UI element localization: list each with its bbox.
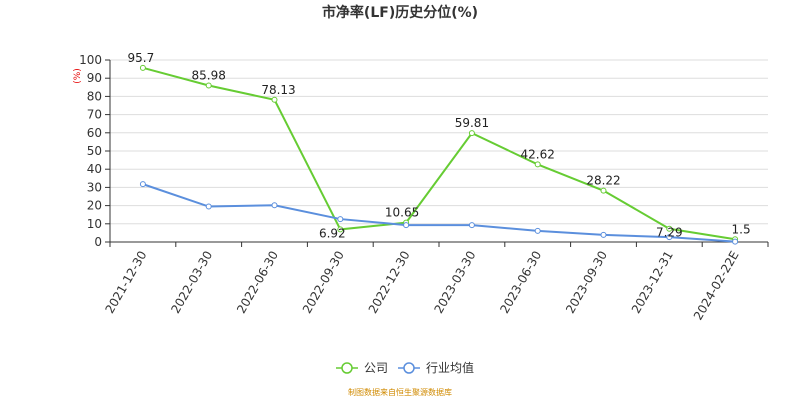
data-point[interactable] <box>337 216 344 223</box>
data-point[interactable] <box>468 130 475 137</box>
data-label: 59.81 <box>455 116 489 130</box>
series-line <box>142 66 736 241</box>
data-point[interactable] <box>666 225 673 232</box>
x-tick-label: 2023-03-30 <box>431 249 478 316</box>
data-point[interactable] <box>600 231 607 238</box>
data-point[interactable] <box>139 64 146 71</box>
data-label: 1.5 <box>732 222 751 236</box>
y-tick-label: 30 <box>87 180 102 194</box>
y-tick-label: 70 <box>87 108 102 122</box>
chart-title: 市净率(LF)历史分位(%) <box>322 4 478 21</box>
data-point[interactable] <box>205 82 212 89</box>
y-axis: 0 10 20 30 40 50 60 70 80 90 100 <box>79 53 111 249</box>
y-tick-label: 90 <box>87 71 102 85</box>
y-tick-label: 50 <box>87 144 102 158</box>
data-label: 95.7 <box>128 51 155 65</box>
data-point[interactable] <box>271 96 278 103</box>
x-tick-label: 2022-03-30 <box>168 249 215 316</box>
x-tick-label: 2023-06-30 <box>497 249 544 316</box>
data-label: 85.98 <box>192 69 226 83</box>
y-tick-label: 20 <box>87 199 102 213</box>
series-industry-average <box>139 181 739 245</box>
series-layer <box>139 64 739 245</box>
legend-label: 公司 <box>364 361 388 375</box>
data-label: 42.62 <box>521 147 555 161</box>
x-tick-label: 2022-09-30 <box>300 249 347 316</box>
legend-marker <box>403 362 415 374</box>
series-company <box>139 64 739 243</box>
data-point[interactable] <box>534 161 541 168</box>
source-note: 制图数据来自恒生聚源数据库 <box>348 387 452 397</box>
x-axis: 2021-12-30 2022-03-30 2022-06-30 2022-09-30… <box>102 242 769 323</box>
data-point[interactable] <box>732 238 739 245</box>
data-label: 10.65 <box>385 206 419 220</box>
series-line <box>142 183 736 243</box>
y-tick-label: 100 <box>79 53 102 67</box>
y-tick-label: 40 <box>87 162 102 176</box>
data-labels: 95.7 85.98 78.13 6.92 10.65 59.81 42.62 28.22 7.… <box>128 51 751 241</box>
data-point[interactable] <box>271 202 278 209</box>
y-tick-label: 60 <box>87 126 102 140</box>
data-point[interactable] <box>337 226 344 233</box>
x-tick-label: 2022-12-30 <box>366 249 413 316</box>
x-tick-label: 2024-02-22E <box>691 249 742 323</box>
data-point[interactable] <box>666 234 673 241</box>
x-tick-label: 2021-12-30 <box>102 249 149 316</box>
y-axis-unit: (%) <box>73 68 83 84</box>
y-tick-label: 80 <box>87 89 102 103</box>
y-tick-label: 0 <box>94 235 102 249</box>
data-label: 28.22 <box>586 174 620 188</box>
legend-label: 行业均值 <box>426 360 474 375</box>
legend[interactable]: 公司 行业均值 <box>336 360 474 375</box>
x-tick-label: 2022-06-30 <box>234 249 281 316</box>
data-point[interactable] <box>600 187 607 194</box>
data-label: 6.92 <box>319 226 346 240</box>
data-point[interactable] <box>468 222 475 229</box>
x-tick-label: 2023-12-31 <box>629 249 676 316</box>
data-point[interactable] <box>403 222 410 229</box>
legend-item-company[interactable]: 公司 <box>336 361 388 375</box>
data-label: 78.13 <box>261 83 295 97</box>
data-point[interactable] <box>205 203 212 210</box>
legend-item-industry-average[interactable]: 行业均值 <box>398 360 474 375</box>
x-tick-label: 2023-09-30 <box>563 249 610 316</box>
data-point[interactable] <box>139 181 146 188</box>
data-point[interactable] <box>534 227 541 234</box>
data-label: 7.29 <box>656 226 683 240</box>
y-tick-label: 10 <box>87 217 102 231</box>
legend-marker <box>341 362 353 374</box>
